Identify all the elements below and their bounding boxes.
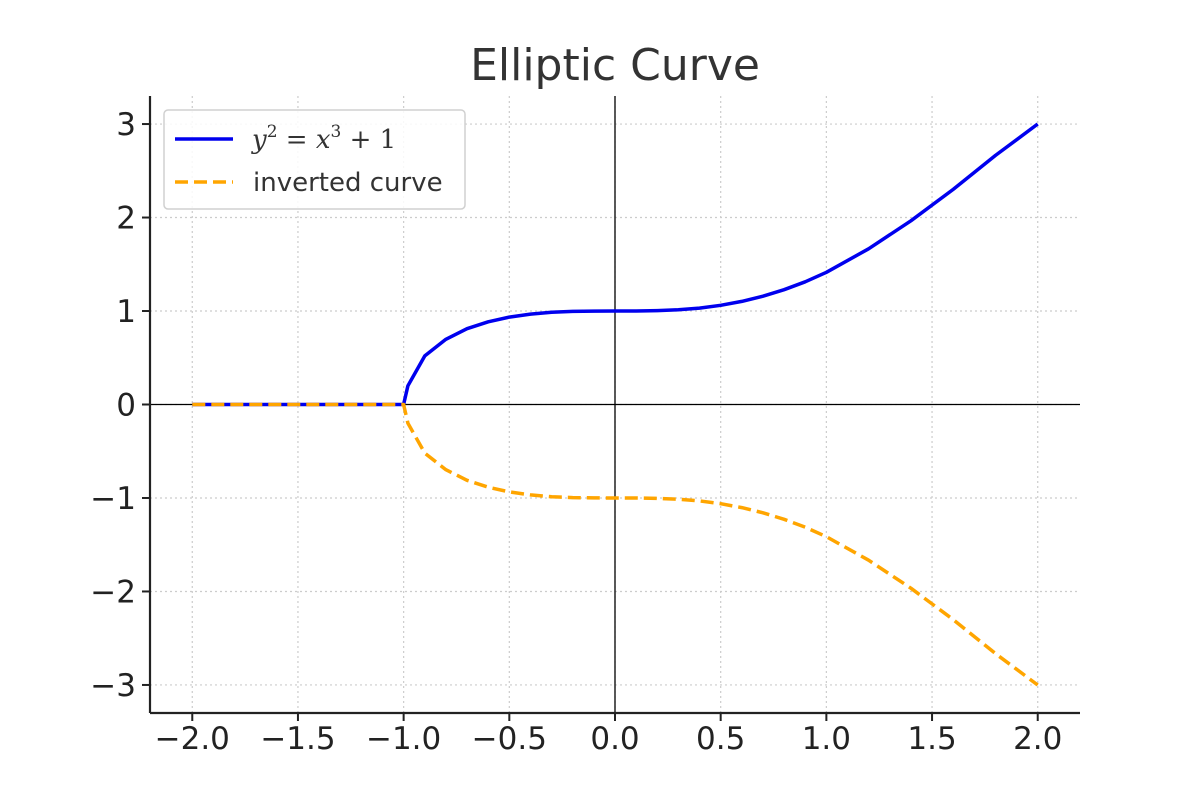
x-tick-label: 0.0 bbox=[590, 721, 639, 757]
y-tick-label: −1 bbox=[90, 481, 136, 517]
x-tick-label: −1.5 bbox=[260, 721, 335, 757]
x-tick-label: 0.5 bbox=[696, 721, 745, 757]
x-tick-label: 1.0 bbox=[802, 721, 851, 757]
y-tick-label: 0 bbox=[116, 388, 136, 424]
chart-title: Elliptic Curve bbox=[470, 40, 760, 91]
y-tick-label: −2 bbox=[90, 574, 136, 610]
y-tick-label: 2 bbox=[116, 201, 136, 237]
legend-label-1: y2 = x3 + 1 bbox=[251, 122, 396, 155]
x-tick-label: 1.5 bbox=[907, 721, 956, 757]
x-tick-label: 2.0 bbox=[1013, 721, 1062, 757]
y-tick-label: −3 bbox=[90, 668, 136, 704]
y-tick-label: 3 bbox=[116, 107, 136, 143]
y-tick-label: 1 bbox=[116, 294, 136, 330]
x-tick-label: −0.5 bbox=[472, 721, 547, 757]
x-tick-label: −1.0 bbox=[366, 721, 441, 757]
x-tick-label: −2.0 bbox=[155, 721, 230, 757]
legend: y2 = x3 + 1 inverted curve bbox=[163, 109, 466, 210]
legend-box bbox=[163, 109, 466, 210]
legend-label-2: inverted curve bbox=[253, 168, 443, 198]
ticks: −2.0 −1.5 −1.0 −0.5 0.0 0.5 1.0 1.5 2.0 −3 −2 −1 0 1 2… bbox=[90, 107, 1062, 757]
series bbox=[192, 122, 1039, 687]
series-line-1 bbox=[192, 122, 1039, 407]
series-line-2 bbox=[192, 402, 1039, 687]
